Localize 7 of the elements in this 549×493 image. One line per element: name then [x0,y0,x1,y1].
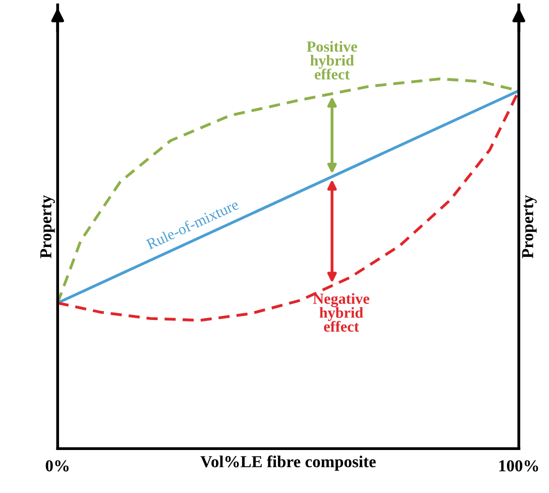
y2-axis-title: Property [522,195,537,258]
y-axis-title: Property [40,195,55,258]
x-axis-title: Vol%LE fibre composite [200,455,376,471]
annotation: Positive hybrid effect [306,41,358,80]
x-tick-label: 100% [499,460,538,472]
x-tick-label: 0% [46,460,69,472]
annotation: Negative hybrid effect [313,293,370,332]
